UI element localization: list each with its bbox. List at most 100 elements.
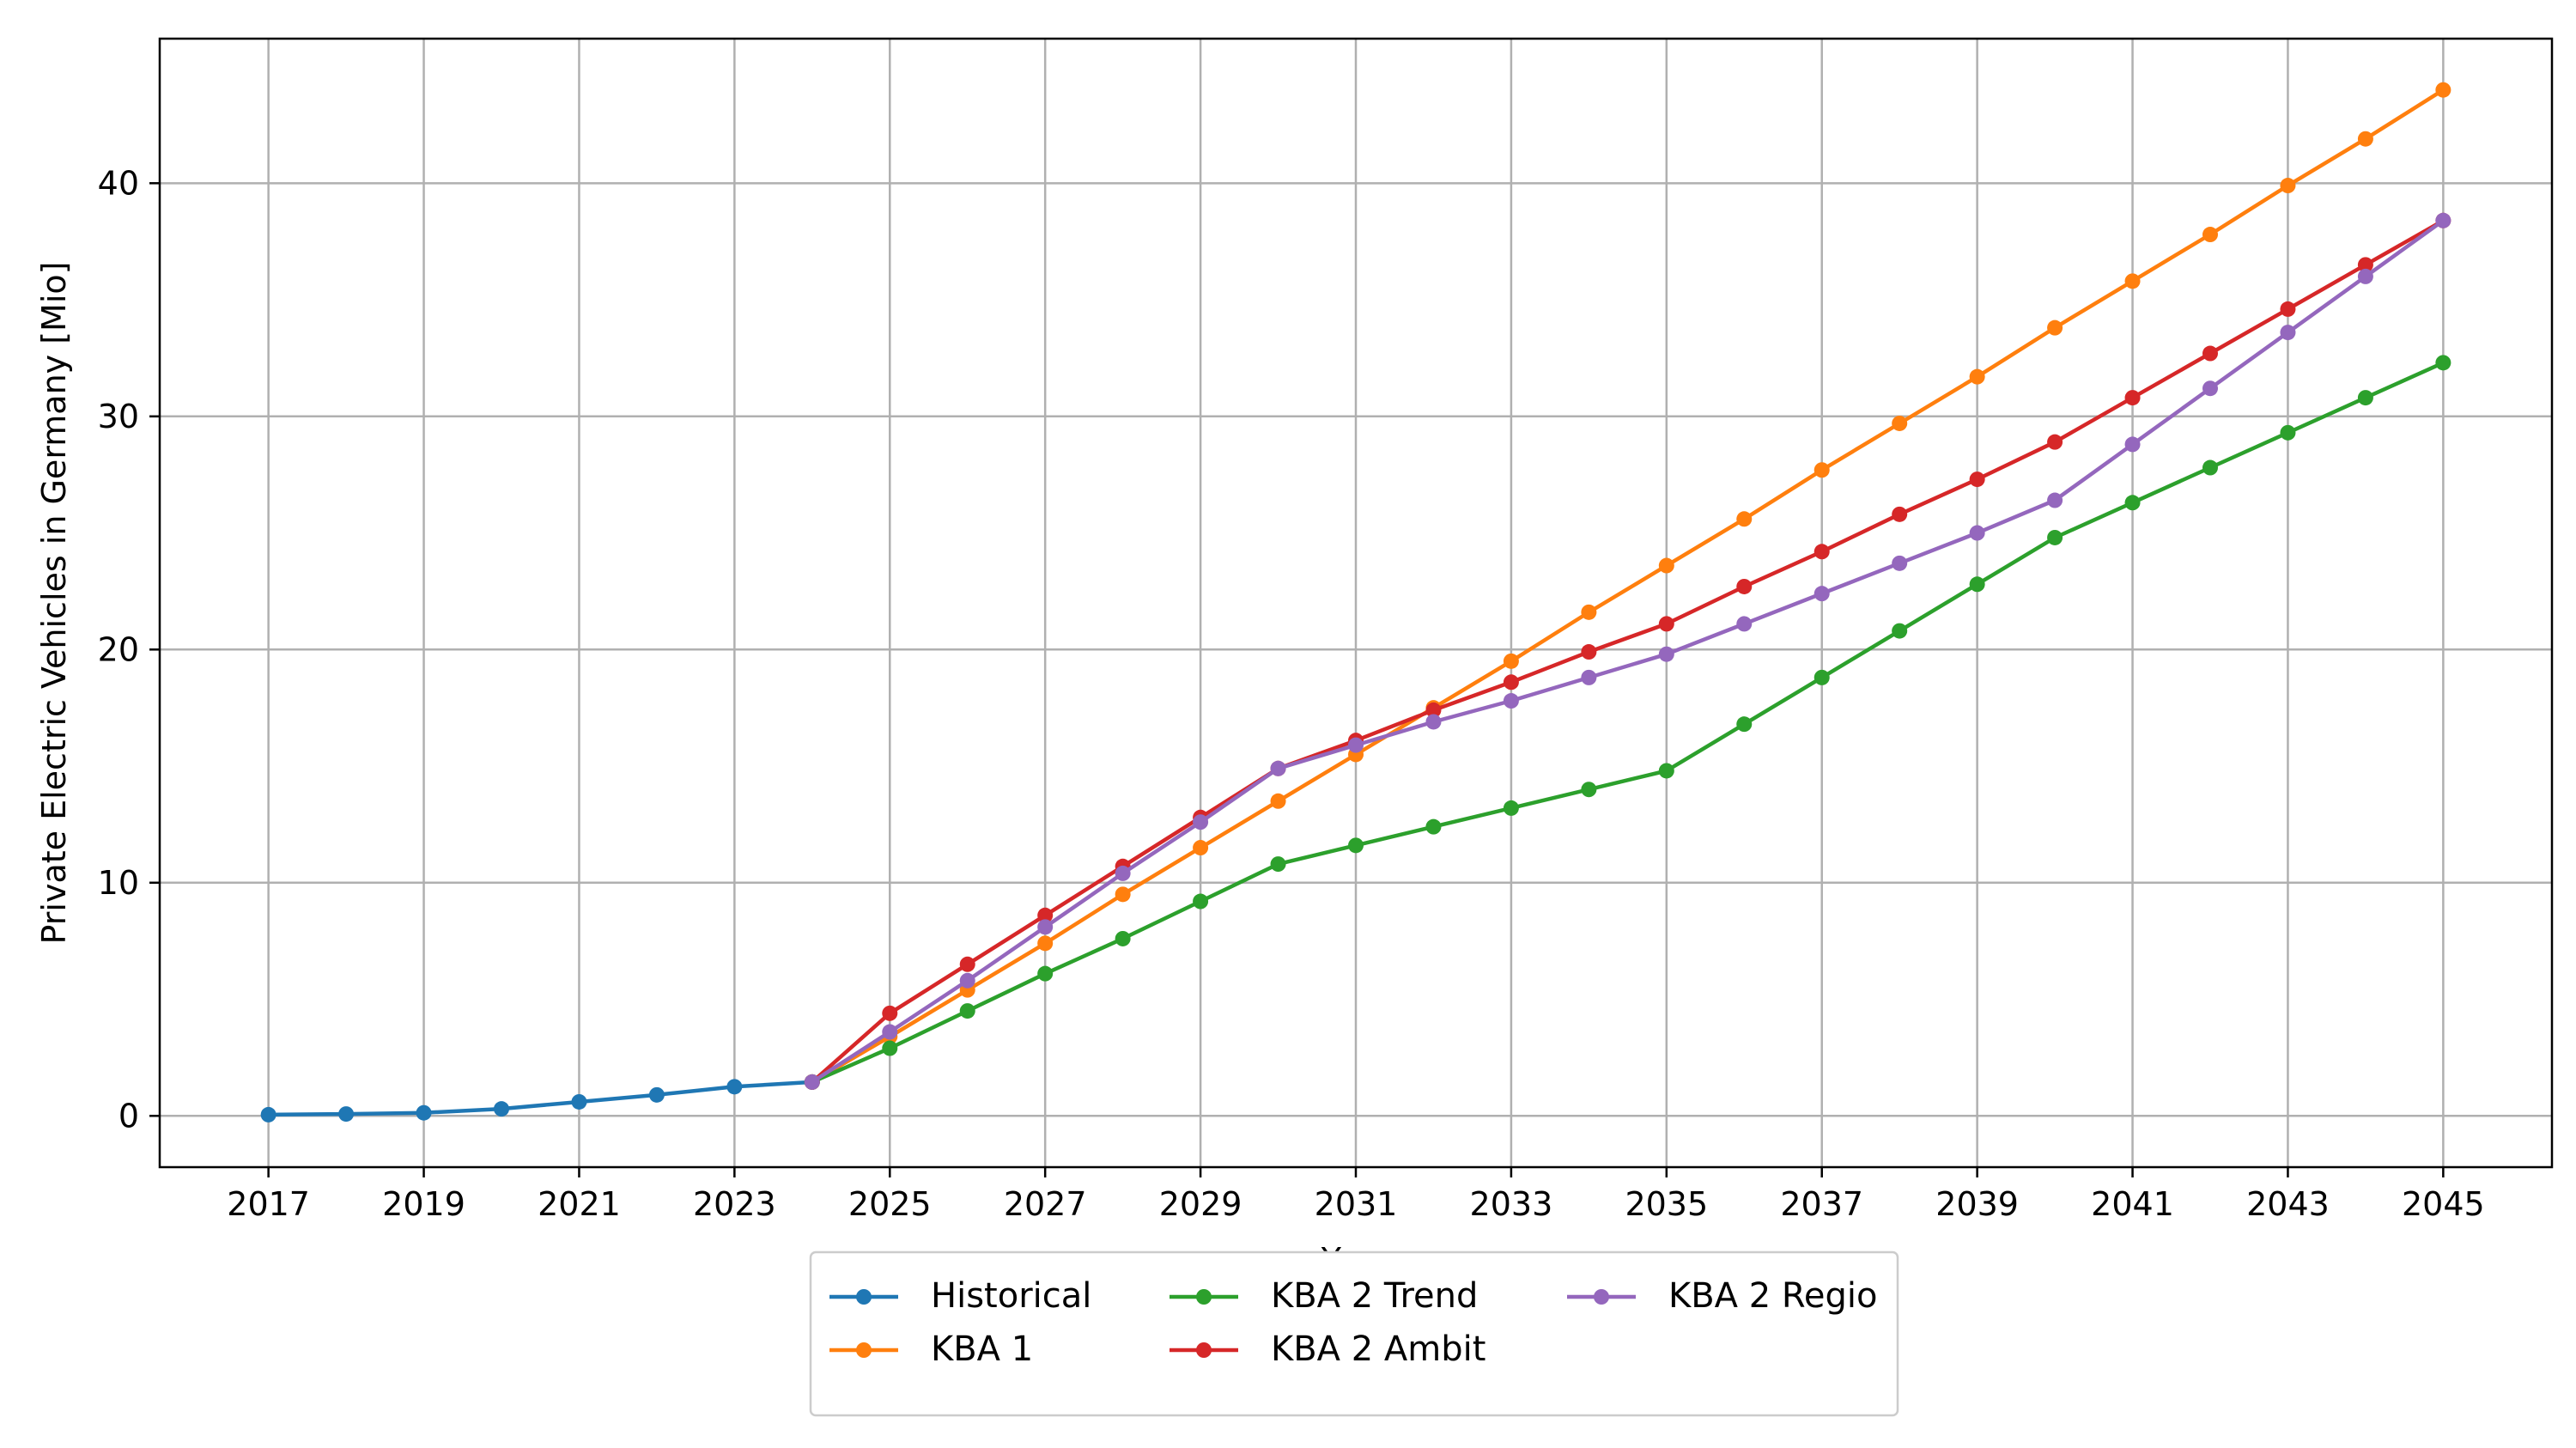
legend-swatch-marker [856,1289,872,1305]
data-point [1037,935,1054,952]
data-point [260,1106,276,1123]
data-point [882,1040,898,1056]
series-layer [260,82,2451,1123]
legend-item: KBA 2 Ambit [1170,1329,1485,1369]
data-point [2047,319,2063,336]
y-tick-label: 10 [98,864,139,902]
legend-box [809,1250,1899,1417]
data-point [2047,529,2063,545]
x-tick-label: 2021 [538,1185,621,1223]
data-point [1658,646,1674,662]
data-point [1425,714,1442,730]
data-point [1037,919,1054,935]
data-point [959,1003,975,1019]
data-point [959,956,975,972]
x-tick-label: 2039 [1935,1185,2019,1223]
data-point [1581,604,1597,620]
data-point [1969,368,1985,385]
x-tick-label: 2037 [1780,1185,1863,1223]
data-point [1814,669,1830,685]
data-point [1193,814,1209,830]
series-line [268,1080,812,1117]
data-point [2202,380,2218,397]
x-tick-label: 2035 [1625,1185,1708,1223]
data-point [1503,800,1519,816]
y-tick-label: 30 [98,398,139,435]
data-point [2047,434,2063,450]
data-point [1658,763,1674,779]
data-point [1270,760,1286,776]
legend-item: KBA 2 Regio [1567,1276,1878,1316]
x-tick-label: 2019 [382,1185,465,1223]
data-point [1736,716,1753,733]
data-point [726,1079,743,1095]
data-point [2357,131,2373,147]
series-line [811,88,2445,1084]
data-point [571,1093,587,1110]
data-point [1892,506,1908,522]
x-tick-label: 2027 [1004,1185,1087,1223]
x-tick-label: 2033 [1470,1185,1553,1223]
data-point [2357,390,2373,406]
data-point [1969,525,1985,541]
grid [160,39,2552,1167]
legend-label: KBA 2 Regio [1668,1276,1878,1316]
data-point [2202,227,2218,243]
x-tick-label: 2041 [2091,1185,2174,1223]
x-tick-label: 2025 [848,1185,932,1223]
data-point [2280,325,2296,341]
data-point [1270,856,1286,873]
data-point [2435,355,2451,371]
data-point [1581,669,1597,685]
series-line [811,218,2445,1084]
data-point [2124,273,2141,289]
data-point [1814,544,1830,560]
data-point [1658,616,1674,632]
data-point [1892,555,1908,571]
data-point [1115,865,1131,881]
data-point [1969,576,1985,593]
legend-label: KBA 2 Ambit [1271,1329,1485,1369]
data-point [1193,840,1209,856]
data-point [1503,693,1519,709]
legend-swatch-marker [1196,1289,1212,1305]
data-point [648,1086,665,1103]
data-point [1037,907,1054,923]
data-point [1969,472,1985,488]
data-point [2124,495,2141,511]
data-point [1892,415,1908,431]
data-point [2202,345,2218,362]
data-point [1736,616,1753,632]
data-point [1348,737,1364,753]
data-point [2357,268,2373,284]
legend-item: KBA 1 [829,1329,1033,1369]
series-line [811,361,2445,1084]
data-point [1037,965,1054,982]
legend: Historical KBA 1 KBA 2 Trend KBA 2 Ambit KBA… [809,1250,1899,1417]
data-point [1892,623,1908,639]
data-point [1658,557,1674,574]
y-tick-label: 20 [98,630,139,668]
data-point [882,1005,898,1021]
data-point [2047,492,2063,508]
x-tick-label: 2043 [2246,1185,2330,1223]
legend-swatch-marker [856,1342,872,1358]
legend-item: KBA 2 Trend [1170,1276,1478,1316]
series-line [811,218,2445,1084]
data-point [2435,212,2451,228]
data-point [2202,459,2218,476]
data-point [1736,578,1753,594]
legend-swatch-marker [1594,1289,1609,1305]
legend-label: KBA 2 Trend [1271,1276,1478,1316]
data-point [1348,837,1364,854]
data-point [1503,653,1519,669]
data-point [1581,644,1597,660]
x-tick-label: 2017 [227,1185,310,1223]
data-point [338,1106,355,1123]
x-tick-label: 2031 [1315,1185,1398,1223]
data-point [1115,886,1131,903]
data-point [2124,436,2141,453]
y-axis-ticks: 0 10 20 30 40 [98,164,160,1135]
data-point [1814,462,1830,478]
